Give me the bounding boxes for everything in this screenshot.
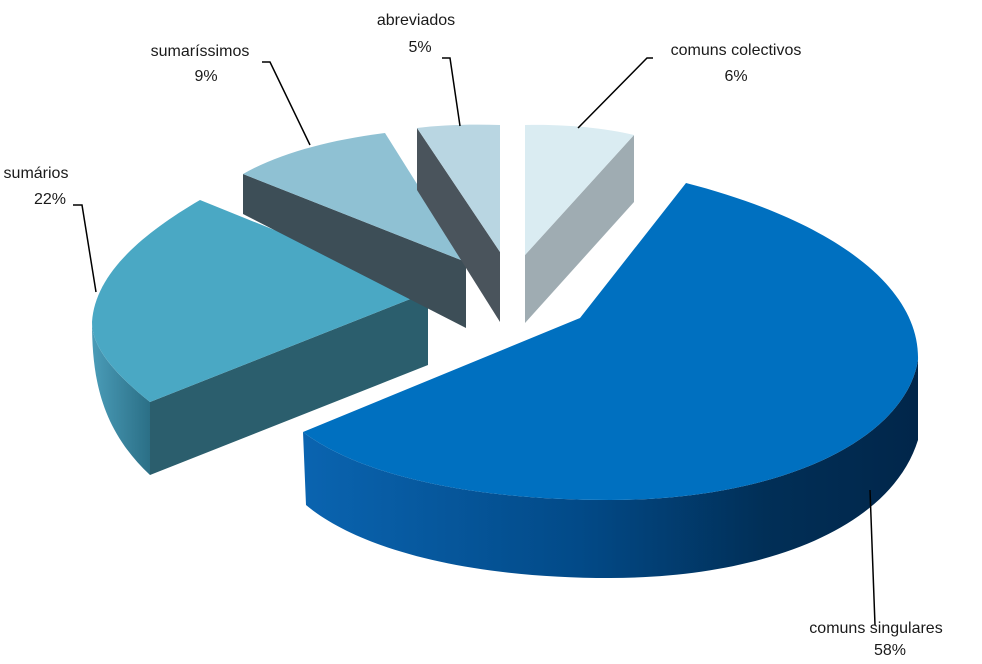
leader-line-comuns-colectivos xyxy=(577,57,653,129)
slice-sumarissimos-cut xyxy=(243,174,466,328)
label-comuns-singulares-value: 58% xyxy=(874,642,906,659)
leader-line-abreviados xyxy=(442,57,461,127)
slice-comuns-colectivos-top xyxy=(525,124,634,256)
label-sumarissimos-category: sumaríssimos xyxy=(151,43,250,60)
slice-sumarios-side xyxy=(92,322,150,475)
slice-comuns-colectivos-side xyxy=(525,135,634,323)
label-comuns-colectivos-category: comuns colectivos xyxy=(671,42,802,59)
slice-abreviados-top xyxy=(417,124,500,252)
label-abreviados-category: abreviados xyxy=(377,12,455,29)
slice-sumarissimos-top xyxy=(243,133,466,262)
slice-comuns-colectivos xyxy=(525,124,634,323)
label-comuns-singulares-category: comuns singulares xyxy=(809,620,942,637)
slice-abreviados xyxy=(417,124,500,322)
slice-comuns-singulares-top xyxy=(303,183,919,500)
label-comuns-colectivos-value: 6% xyxy=(724,68,747,85)
label-abreviados-value: 5% xyxy=(408,39,431,56)
leader-line-comuns-singulares xyxy=(869,489,876,626)
slice-comuns-singulares-side xyxy=(303,360,918,578)
leader-line-sumarios xyxy=(73,204,97,293)
leader-line-sumarissimos xyxy=(262,61,311,146)
label-sumarios-value: 22% xyxy=(34,191,66,208)
slice-sumarios xyxy=(92,200,428,475)
slice-comuns-singulares xyxy=(303,183,919,578)
label-sumarissimos-value: 9% xyxy=(194,68,217,85)
slice-sumarios-top xyxy=(92,200,428,402)
slice-sumarios-cut xyxy=(150,292,428,475)
slice-sumarissimos xyxy=(243,133,466,328)
slice-abreviados-cut xyxy=(417,128,500,322)
label-sumarios-category: sumários xyxy=(4,165,69,182)
